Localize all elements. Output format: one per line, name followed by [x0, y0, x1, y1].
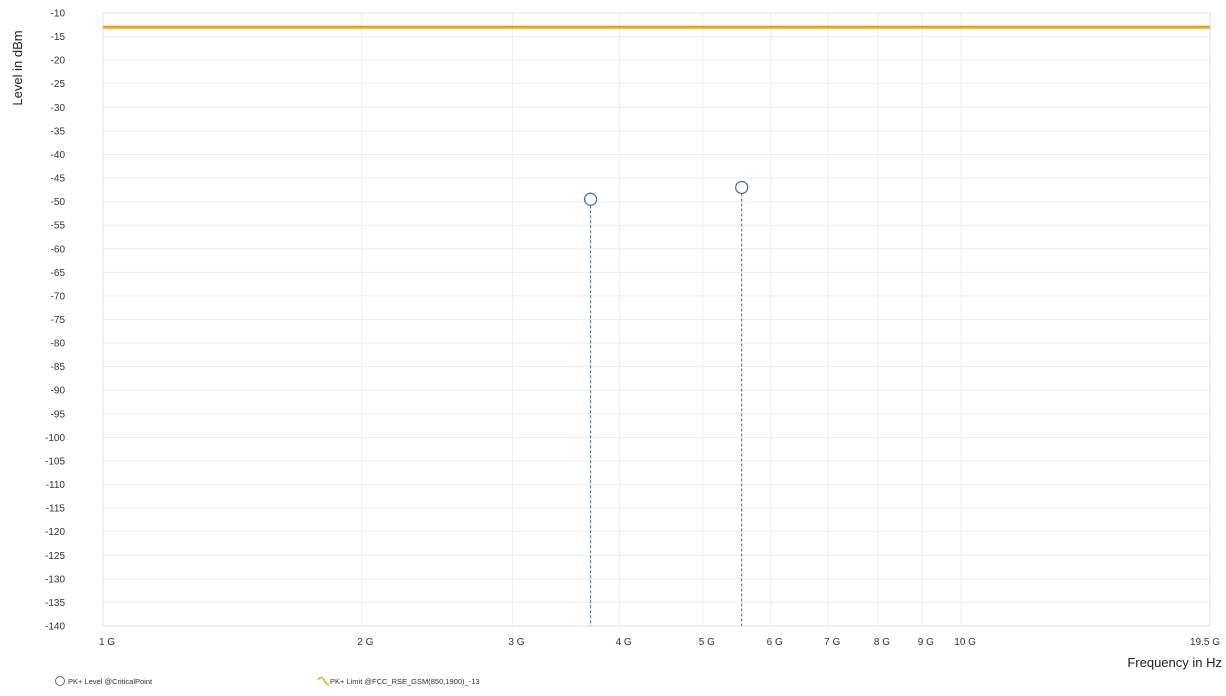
critical-point-marker [735, 180, 749, 195]
x-tick-label: 19.5 G [1190, 637, 1220, 648]
y-tick-label: -80 [51, 339, 66, 350]
y-tick-label: -45 [51, 174, 66, 185]
y-tick-label: -95 [51, 409, 66, 420]
tick-labels: -10 -15 -20 -25 -30 -35 -40 -45 -50 -55 -60 -65 -70 -… [45, 9, 1220, 649]
grid [102, 12, 1211, 627]
y-tick-label: -125 [45, 551, 65, 562]
y-tick-label: -110 [46, 480, 66, 491]
legend-entry: PK+ Level @CriticalPoint [68, 677, 153, 686]
y-tick-label: -90 [51, 386, 66, 397]
legend: PK+ Level @CriticalPoint PK+ Limit @FCC_R… [55, 676, 480, 686]
x-tick-label: 9 G [918, 637, 934, 648]
y-tick-label: -100 [45, 433, 65, 444]
x-tick-label: 8 G [874, 637, 890, 648]
x-tick-label: 10 G [954, 637, 976, 648]
y-tick-label: -120 [45, 527, 65, 538]
y-tick-label: -30 [51, 103, 66, 114]
x-axis-label: Frequency in Hz [1127, 655, 1222, 670]
y-tick-label: -130 [45, 574, 65, 585]
y-axis-label: Level in dBm [10, 30, 25, 105]
x-tick-label: 1 G [99, 637, 115, 648]
x-tick-label: 6 G [767, 637, 783, 648]
critical-point-marker [583, 192, 598, 206]
x-tick-label: 3 G [508, 637, 524, 648]
x-tick-label: 5 G [699, 637, 715, 648]
y-tick-label: -85 [51, 362, 66, 373]
legend-marker-swatch [55, 676, 65, 686]
y-tick-label: -20 [51, 56, 66, 67]
y-tick-label: -50 [51, 197, 66, 208]
y-tick-label: -40 [51, 150, 66, 161]
plot-series [103, 25, 1210, 626]
y-tick-label: -60 [51, 244, 66, 255]
y-tick-label: -115 [46, 504, 66, 515]
y-tick-label: -65 [51, 268, 66, 279]
y-tick-label: -25 [51, 79, 66, 90]
y-tick-label: -35 [51, 126, 66, 137]
plot-frame [102, 12, 1211, 627]
legend-limit-swatch [317, 676, 330, 686]
y-tick-label: -105 [45, 456, 65, 467]
x-tick-label: 7 G [824, 637, 840, 648]
y-tick-label: -70 [51, 291, 66, 302]
y-tick-label: -15 [51, 32, 66, 43]
y-tick-label: -55 [51, 221, 66, 232]
y-tick-label: -10 [51, 9, 66, 20]
y-tick-label: -75 [51, 315, 66, 326]
legend-entry: PK+ Limit @FCC_RSE_GSM(850,1900)_-13 [330, 677, 480, 686]
y-tick-label: -140 [45, 622, 65, 633]
y-tick-label: -135 [45, 598, 65, 609]
x-tick-label: 4 G [616, 637, 632, 648]
x-tick-label: 2 G [357, 637, 373, 648]
